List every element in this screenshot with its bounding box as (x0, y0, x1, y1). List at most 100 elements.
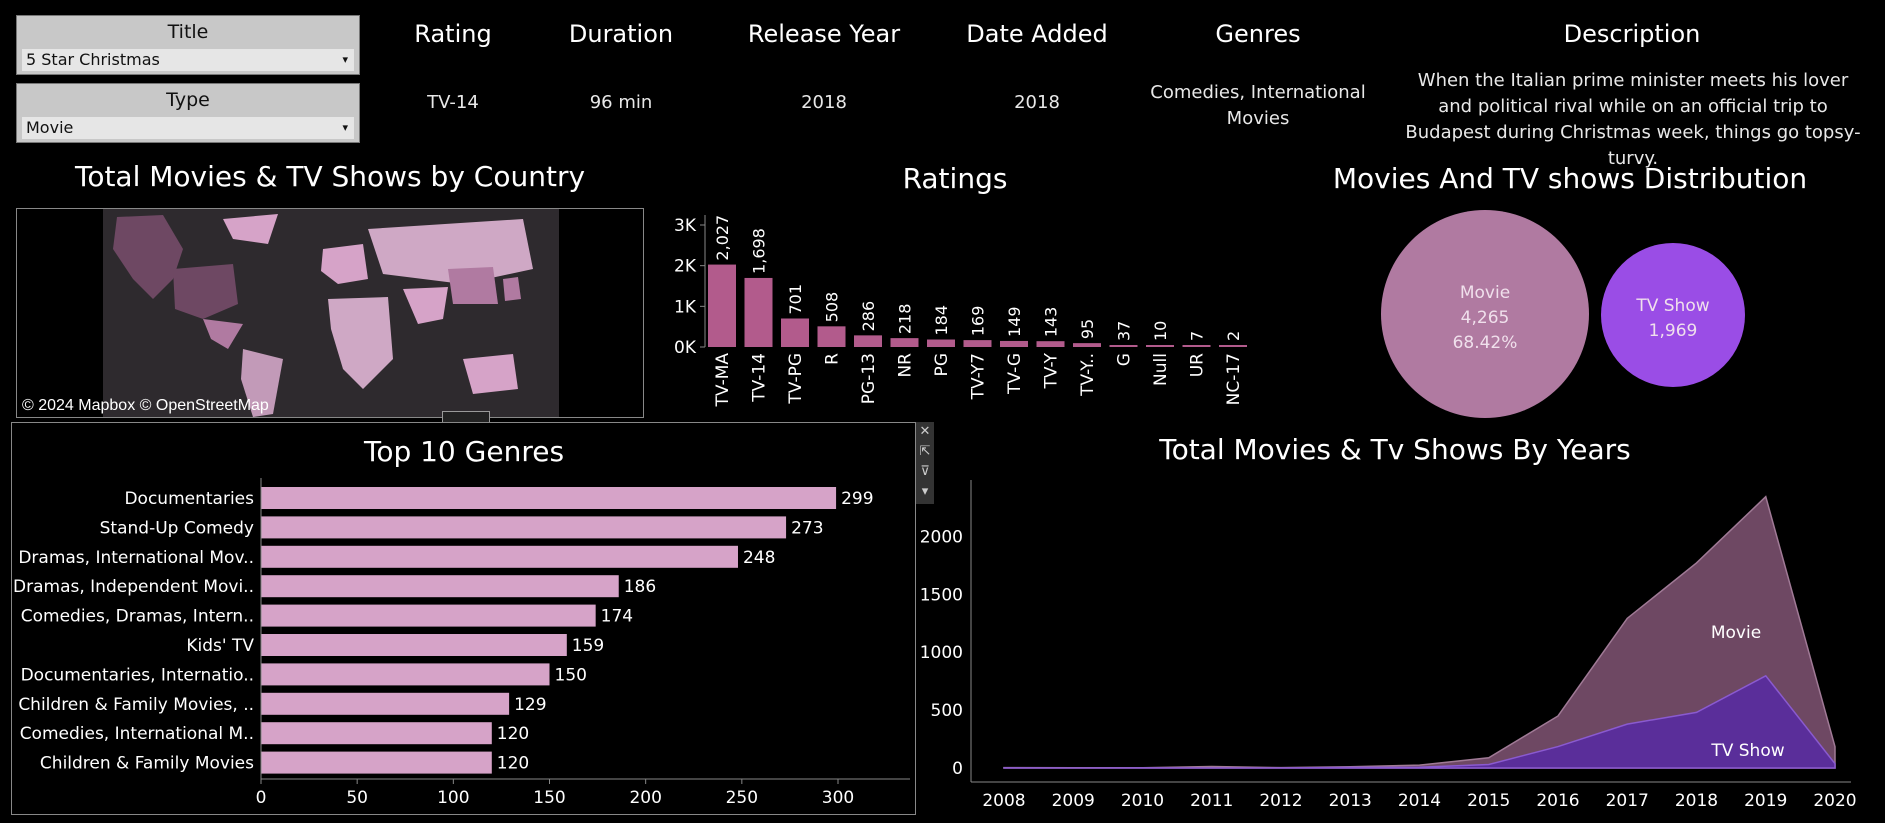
years-y-tick: 500 (931, 701, 963, 721)
ratings-x-tick: TV-Y.. (1078, 353, 1098, 397)
years-x-tick: 2019 (1744, 791, 1787, 811)
genre-label: Dramas, International Mov.. (18, 548, 254, 568)
chevron-down-icon[interactable]: ▾ (342, 53, 348, 66)
map-canvas[interactable] (103, 209, 559, 417)
type-dropdown[interactable]: Movie ▾ (22, 117, 354, 139)
ratings-bar[interactable] (1182, 345, 1211, 347)
japan-region (503, 277, 521, 301)
ratings-bar[interactable] (963, 340, 992, 347)
years-x-tick: 2010 (1121, 791, 1164, 811)
title-dropdown[interactable]: 5 Star Christmas ▾ (22, 49, 354, 71)
genre-label: Stand-Up Comedy (100, 518, 254, 538)
ratings-bar[interactable] (1219, 345, 1247, 347)
more-options-icon[interactable]: ▾ (921, 484, 929, 499)
genres-x-tick: 150 (533, 788, 565, 808)
title-filter-label: Title (167, 21, 209, 43)
years-x-tick: 2011 (1190, 791, 1233, 811)
genre-bar[interactable] (261, 575, 619, 598)
chevron-down-icon[interactable]: ▾ (342, 121, 348, 134)
ratings-y-tick: 3K (674, 216, 697, 236)
header-release-year: Release Year (747, 20, 901, 48)
ratings-bar-label: 143 (1042, 307, 1061, 338)
years-x-tick: 2013 (1329, 791, 1372, 811)
ratings-bar[interactable] (744, 277, 773, 347)
ratings-x-tick: G (1115, 353, 1135, 366)
open-external-icon[interactable]: ⇱ (919, 444, 931, 459)
ratings-bar-label: 37 (1115, 321, 1134, 341)
ratings-x-tick: UR (1188, 353, 1208, 377)
ratings-x-tick: TV-Y7 (969, 353, 989, 400)
ratings-x-tick: TV-Y (1042, 352, 1062, 389)
ratings-bar-label: 508 (823, 292, 842, 323)
ratings-bar-label: 701 (786, 284, 805, 315)
country-map[interactable]: © 2024 Mapbox © OpenStreetMap (16, 208, 644, 418)
ratings-bar[interactable] (927, 339, 955, 347)
map-credit[interactable]: © 2024 Mapbox © OpenStreetMap (22, 397, 269, 414)
genre-bar[interactable] (261, 722, 492, 745)
value-release-year: 2018 (801, 92, 847, 113)
movie-series-label: Movie (1711, 623, 1761, 643)
ratings-bar[interactable] (817, 326, 846, 347)
genre-bar[interactable] (261, 634, 567, 656)
genre-value: 186 (624, 577, 656, 597)
filter-icon[interactable]: ⊽ (920, 464, 930, 479)
genres-title: Top 10 Genres (363, 435, 565, 468)
genres-x-tick: 100 (437, 788, 469, 808)
genre-bar[interactable] (261, 604, 596, 627)
ratings-bar[interactable] (708, 264, 736, 347)
genre-bar[interactable] (261, 692, 510, 715)
value-duration: 96 min (589, 92, 653, 113)
ratings-bar[interactable] (1109, 345, 1138, 347)
ratings-bar-label: 2 (1224, 331, 1243, 341)
genre-label: Comedies, Dramas, Intern.. (21, 607, 254, 627)
header-date-added: Date Added (966, 20, 1108, 48)
movie-bubble-label: Movie (1460, 283, 1510, 303)
years-y-tick: 1000 (920, 643, 963, 663)
ratings-bar[interactable] (890, 338, 919, 347)
greenland-region (223, 214, 278, 244)
ratings-bar-label: 10 (1151, 321, 1170, 341)
value-genres: Comedies, International Movies (1150, 82, 1366, 129)
africa-region (328, 297, 393, 389)
map-title: Total Movies & TV Shows by Country (74, 160, 586, 193)
ratings-bar-label: 184 (932, 305, 951, 336)
china-region (448, 267, 498, 304)
genre-label: Comedies, International M.. (20, 724, 254, 744)
years-x-tick: 2008 (982, 791, 1025, 811)
genre-bar[interactable] (261, 663, 550, 686)
ratings-bar-label: 169 (969, 306, 988, 337)
ratings-x-tick: TV-MA (713, 353, 733, 408)
genre-value: 273 (791, 518, 823, 538)
genre-value: 299 (841, 489, 873, 509)
genre-label: Children & Family Movies (40, 754, 254, 774)
years-chart: 0 500 1000 1500 2000 Movie TV Show 2008 2009 2010… (920, 480, 1857, 811)
years-x-tick: 2015 (1467, 791, 1510, 811)
ratings-bar[interactable] (854, 335, 882, 347)
type-filter-label: Type (166, 89, 210, 111)
movie-bubble[interactable] (1381, 210, 1589, 418)
genre-bar[interactable] (261, 545, 738, 568)
genres-x-tick: 200 (629, 788, 661, 808)
years-x-tick: 2016 (1536, 791, 1579, 811)
ratings-bar[interactable] (781, 318, 809, 347)
europe-region (321, 244, 368, 284)
years-x-tick: 2017 (1606, 791, 1649, 811)
canada-region (113, 215, 183, 299)
tv-show-bubble[interactable] (1601, 243, 1745, 387)
genre-bar[interactable] (261, 516, 787, 539)
ratings-bar[interactable] (1073, 343, 1101, 347)
genre-value: 129 (514, 695, 546, 715)
ratings-bar[interactable] (1000, 340, 1028, 347)
tv-show-area[interactable] (1003, 674, 1836, 769)
close-icon[interactable]: ✕ (919, 424, 931, 439)
ratings-bar[interactable] (1146, 345, 1174, 347)
genre-value: 174 (601, 607, 633, 627)
ratings-bar[interactable] (1036, 341, 1065, 347)
genre-bar[interactable] (261, 751, 492, 774)
ratings-x-tick: NC-17 (1224, 353, 1244, 405)
ratings-x-tick: Null (1151, 353, 1171, 386)
genre-bar[interactable] (261, 487, 837, 509)
genres-panel-selection[interactable] (11, 422, 916, 815)
tv-show-bubble-label: TV Show (1635, 296, 1709, 316)
ratings-x-tick: TV-G (1005, 353, 1025, 395)
